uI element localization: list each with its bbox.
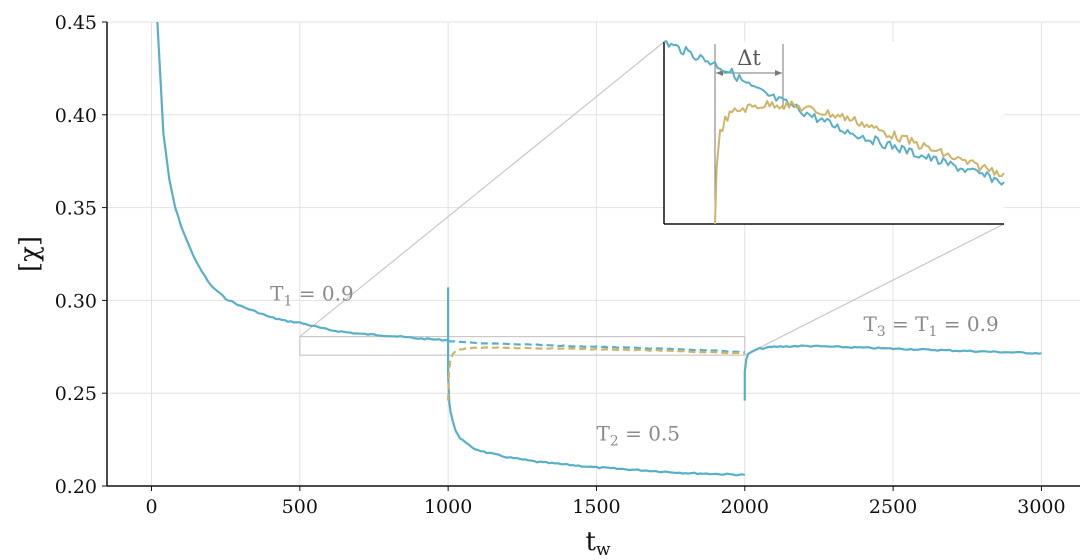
- x-tick-label: 1500: [572, 496, 620, 518]
- x-tick-label: 2000: [721, 496, 769, 518]
- y-axis-label: [χ]: [15, 236, 45, 272]
- x-axis-label-main: t: [585, 527, 596, 557]
- axes: [106, 22, 1080, 487]
- zoom-connector-right: [744, 223, 1005, 356]
- zoom-indicator: [299, 41, 1005, 356]
- zoom-connector-left: [299, 41, 665, 338]
- y-tick-label: 0.25: [55, 383, 97, 405]
- annotation-subscript: 3: [877, 324, 886, 340]
- x-axis-label: tw: [585, 527, 610, 560]
- series-line-blue: [447, 287, 746, 477]
- x-tick-label: 2500: [869, 496, 917, 518]
- y-tick-label: 0.35: [55, 198, 97, 220]
- x-tick-label: 3000: [1017, 496, 1065, 518]
- delta-t-label: Δt: [737, 46, 761, 70]
- tick-labels: 0 500 1000 1500 2000 2500 3000 0.20 0.25 0.30 0.35…: [55, 12, 1066, 518]
- annotation-subscript: 2: [610, 434, 619, 450]
- inset-plot: Δt: [663, 40, 1005, 225]
- annotation-label-3: T3 = T1 = 0.9: [863, 312, 998, 340]
- annotation-subscript: 1: [929, 324, 938, 340]
- delta-t-arrowhead-left: [716, 70, 723, 76]
- x-tick-label: 1000: [424, 496, 472, 518]
- y-tick-label: 0.45: [55, 12, 97, 34]
- x-axis-label-sub: w: [596, 540, 611, 560]
- series-line-blue: [156, 21, 449, 342]
- y-tick-label: 0.20: [55, 476, 97, 498]
- annotation-text: T: [863, 312, 877, 336]
- x-tick-label: 500: [282, 496, 318, 518]
- annotation-subscript: 1: [283, 293, 292, 309]
- annotation-text: = 0.5: [619, 422, 680, 446]
- annotation-text: = 0.9: [292, 281, 353, 305]
- annotation-text: T: [596, 422, 610, 446]
- x-tick-label: 0: [145, 496, 157, 518]
- zoom-box: [299, 335, 746, 356]
- delta-t-arrowhead-right: [775, 70, 782, 76]
- series-layer: [156, 21, 1042, 477]
- y-tick-label: 0.30: [55, 290, 97, 312]
- annotations: T1 = 0.9T2 = 0.5T3 = T1 = 0.9: [270, 281, 999, 449]
- annotation-label-2: T2 = 0.5: [596, 422, 680, 450]
- annotation-text: = T: [886, 312, 929, 336]
- annotation-text: = 0.9: [937, 312, 998, 336]
- annotation-text: T: [270, 281, 284, 305]
- inset-series-blue: [663, 40, 1005, 186]
- annotation-label-1: T1 = 0.9: [270, 281, 354, 309]
- series-line-gold-dashed: [447, 346, 745, 401]
- series-line-blue: [743, 344, 1042, 401]
- series-line-blue-dashed: [448, 340, 745, 354]
- inset-series-gold: [714, 100, 1005, 225]
- y-tick-label: 0.40: [55, 105, 97, 127]
